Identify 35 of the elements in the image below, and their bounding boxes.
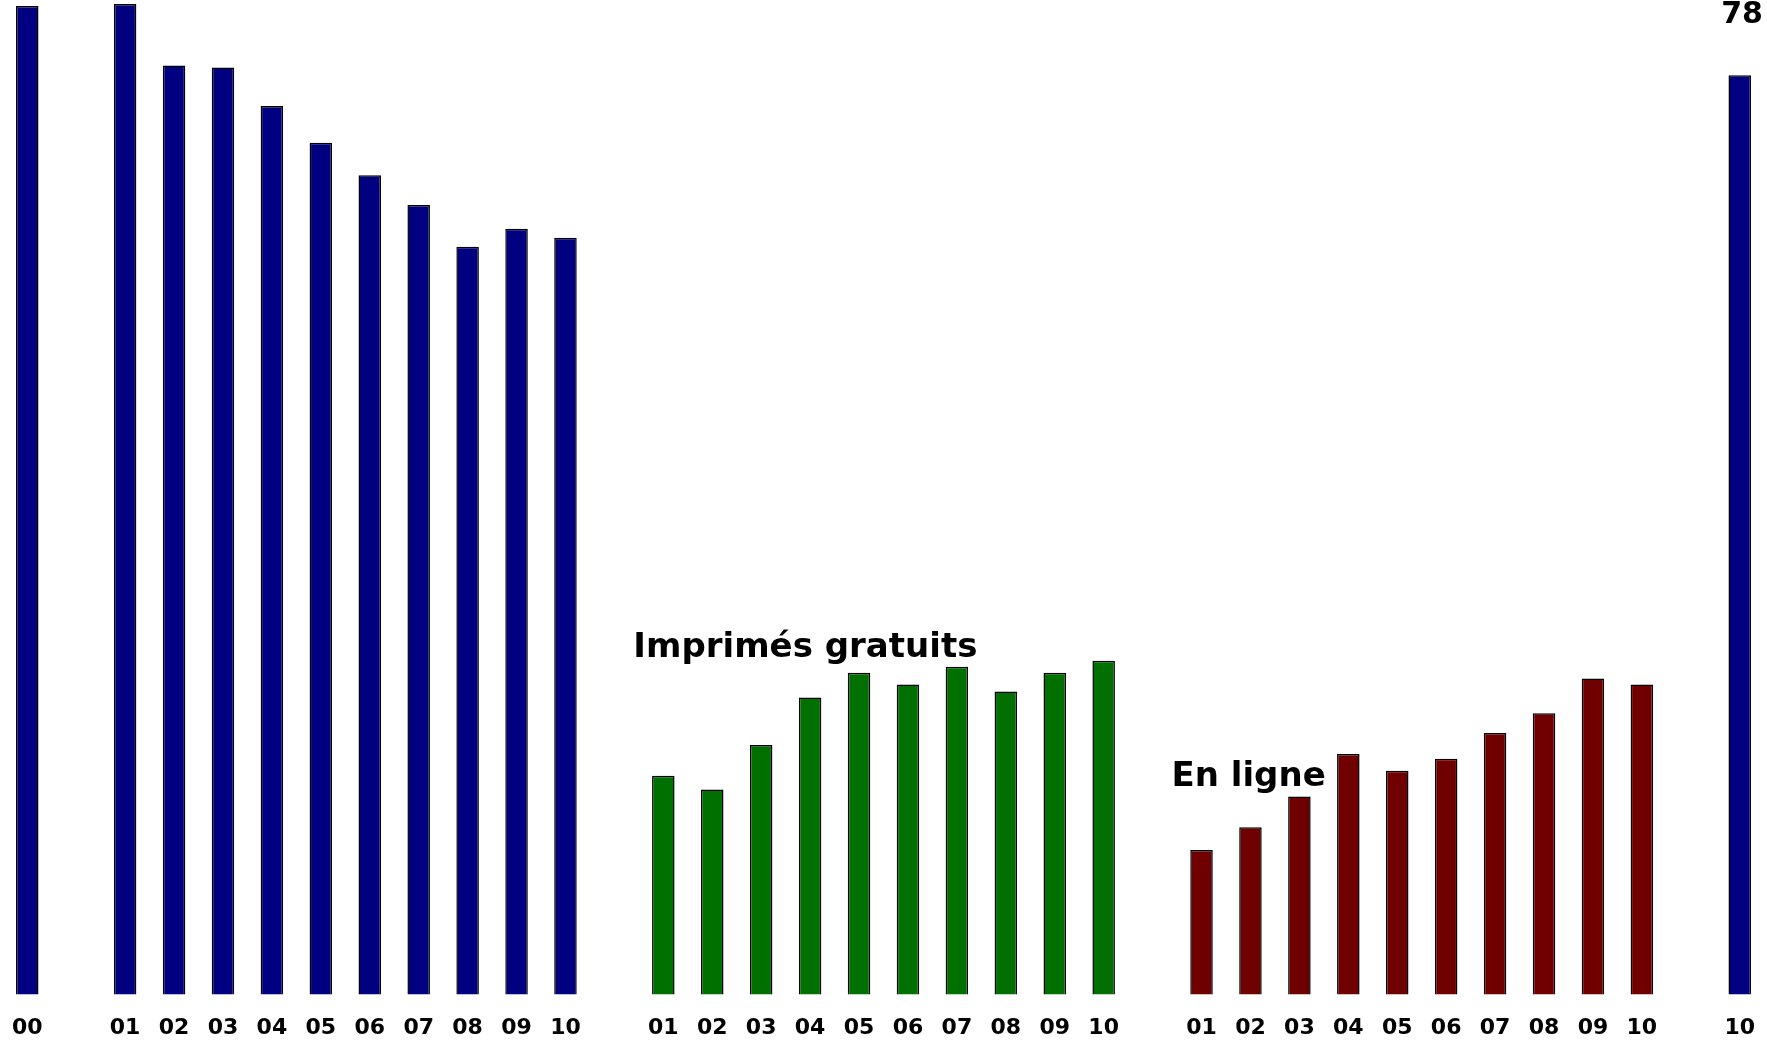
x-tick-label: 10 xyxy=(1088,1013,1119,1039)
x-tick-label: 08 xyxy=(1528,1013,1560,1039)
annotation: 78 xyxy=(1721,0,1763,30)
x-tick-label: 04 xyxy=(1333,1013,1364,1039)
x-tick-label: 01 xyxy=(648,1013,679,1039)
x-tick-label: 03 xyxy=(1284,1013,1315,1039)
x-tick-label: 04 xyxy=(794,1013,826,1039)
x-tick-label: 06 xyxy=(1430,1013,1462,1039)
x-tick-label: 02 xyxy=(158,1013,190,1039)
x-tick-label: 06 xyxy=(354,1013,386,1039)
x-tick-label: 03 xyxy=(207,1013,239,1039)
x-tick-label: 07 xyxy=(403,1013,434,1039)
x-tick-label: 09 xyxy=(1039,1013,1071,1039)
x-tick-label: 05 xyxy=(843,1013,875,1039)
x-tick-label: 10 xyxy=(550,1013,581,1039)
x-tick-label: 04 xyxy=(256,1013,288,1039)
x-tick-label: 08 xyxy=(990,1013,1022,1039)
x-tick-label: 01 xyxy=(109,1013,141,1039)
x-tick-label: 03 xyxy=(745,1013,777,1039)
x-tick-label: 10 xyxy=(1724,1013,1756,1039)
x-tick-label: 07 xyxy=(941,1013,973,1039)
x-tick-label: 02 xyxy=(696,1013,728,1039)
x-tick-label: 10 xyxy=(1626,1013,1658,1039)
series-label: Imprimés gratuits xyxy=(633,624,978,665)
x-tick-label: 07 xyxy=(1479,1013,1511,1039)
x-tick-label: 09 xyxy=(501,1013,532,1039)
x-tick-label: 00 xyxy=(11,1013,43,1039)
x-tick-label: 08 xyxy=(452,1013,483,1039)
x-tick-label: 05 xyxy=(305,1013,337,1039)
x-tick-label: 05 xyxy=(1381,1013,1413,1039)
x-tick-label: 02 xyxy=(1235,1013,1266,1039)
series-label: En ligne xyxy=(1171,754,1326,795)
x-tick-label: 06 xyxy=(892,1013,924,1039)
x-tick-label: 01 xyxy=(1186,1013,1217,1039)
x-tick-label: 09 xyxy=(1577,1013,1609,1039)
